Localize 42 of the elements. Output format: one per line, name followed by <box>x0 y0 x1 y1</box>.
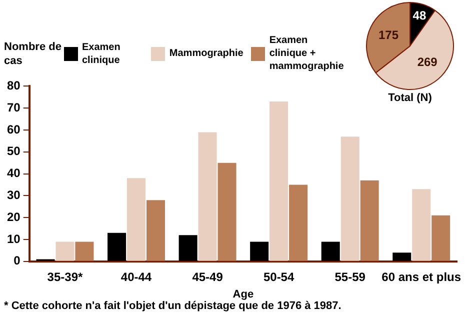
bar <box>270 102 288 261</box>
legend-label: Examen clinique <box>82 40 122 66</box>
bar <box>108 232 126 261</box>
x-tick-label: 60 ans et plus <box>382 270 462 284</box>
x-tick-label: 55-59 <box>334 270 366 284</box>
y-tick-label: 80 <box>6 78 21 93</box>
y-tick-label: 40 <box>6 166 21 180</box>
bar <box>218 162 236 261</box>
x-axis-title: Age <box>232 288 254 300</box>
legend-label: Mammographie <box>169 47 244 60</box>
y-tick-label: 10 <box>6 232 21 246</box>
bar <box>146 200 165 261</box>
text: Total (N) <box>387 92 433 104</box>
y-tick-label: 70 <box>6 100 21 114</box>
y-tick-label: 30 <box>6 188 21 202</box>
bar <box>289 184 308 261</box>
x-tick-label: 50-54 <box>263 270 294 284</box>
bar <box>360 180 379 261</box>
y-tick-label: 50 <box>6 144 21 158</box>
x-tick-label: 35-39* <box>47 270 83 284</box>
bar <box>198 132 217 261</box>
bar <box>321 242 340 261</box>
text: * Cette cohorte n'a fait l'objet d'un dépistage que de 1976 à 1987. <box>4 300 342 312</box>
bar <box>250 242 269 261</box>
y-tick-label: 0 <box>14 254 21 268</box>
y-tick-label: 60 <box>6 122 21 136</box>
bar <box>75 242 94 261</box>
y-tick-label: 20 <box>6 210 21 224</box>
bar <box>340 136 360 261</box>
x-tick-label: 40-44 <box>120 270 152 284</box>
bar <box>178 235 198 261</box>
x-tick-label: 45-49 <box>192 270 224 284</box>
data-label: 175 <box>378 28 399 42</box>
bar <box>56 242 74 261</box>
data-label: 48 <box>412 8 426 22</box>
data-label: 269 <box>417 54 438 69</box>
bar <box>127 178 146 261</box>
legend-label: Examen clinique + mammographie <box>269 34 345 73</box>
bar <box>392 252 412 261</box>
y-axis-title: Nombre de cas <box>4 40 62 68</box>
bar <box>412 189 431 261</box>
bar <box>432 215 450 261</box>
